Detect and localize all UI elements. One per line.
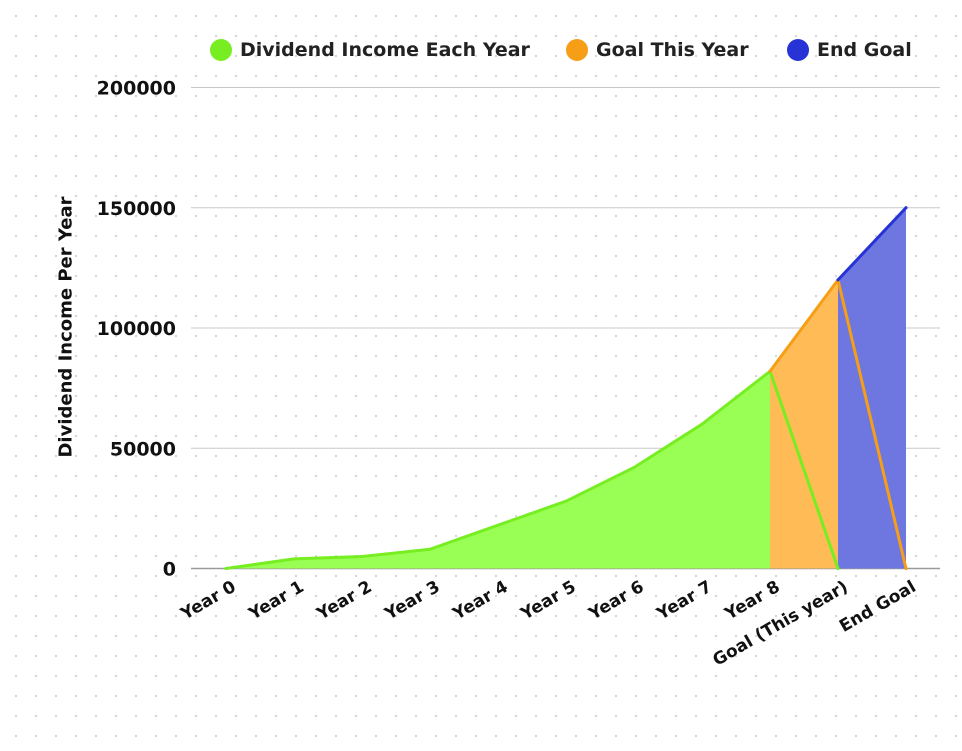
legend-label: Dividend Income Each Year bbox=[240, 39, 530, 61]
data-point-1 bbox=[904, 567, 908, 570]
x-tick-label: Year 0 bbox=[177, 577, 240, 625]
x-tick-label: Year 5 bbox=[517, 577, 580, 625]
data-point-0 bbox=[428, 547, 432, 551]
y-tick-label: 50000 bbox=[110, 438, 176, 460]
data-point-0 bbox=[700, 422, 704, 426]
y-tick-label: 0 bbox=[163, 559, 176, 581]
data-point-0 bbox=[224, 567, 228, 570]
y-tick-label: 200000 bbox=[97, 78, 176, 100]
data-point-0 bbox=[564, 499, 568, 503]
data-point-0 bbox=[360, 554, 364, 558]
data-point-0 bbox=[292, 557, 296, 561]
chart-legend: Dividend Income Each Year Goal This Year… bbox=[0, 36, 962, 64]
y-tick-label: 150000 bbox=[97, 198, 176, 220]
series-area-2 bbox=[838, 207, 906, 569]
legend-label: Goal This Year bbox=[596, 39, 749, 61]
legend-swatch-blue bbox=[787, 39, 809, 61]
legend-item-goal-this-year: Goal This Year bbox=[566, 36, 749, 64]
legend-item-end-goal: End Goal bbox=[787, 36, 912, 64]
series-line-2 bbox=[836, 206, 908, 282]
data-point-1 bbox=[768, 369, 772, 373]
legend-swatch-green bbox=[210, 39, 232, 61]
x-tick-label: Year 4 bbox=[449, 577, 512, 625]
data-point-0 bbox=[836, 567, 840, 570]
legend-swatch-orange bbox=[566, 39, 588, 61]
x-tick-label: End Goal bbox=[836, 577, 919, 637]
y-tick-label: 100000 bbox=[97, 318, 176, 340]
data-point-0 bbox=[496, 523, 500, 527]
x-tick-label: Year 3 bbox=[381, 577, 444, 625]
series-line-0 bbox=[224, 369, 840, 570]
series-area-0 bbox=[226, 371, 838, 569]
x-tick-label: Year 2 bbox=[313, 577, 376, 625]
x-tick-label: Year 6 bbox=[585, 577, 648, 625]
legend-item-dividend-income: Dividend Income Each Year bbox=[210, 36, 530, 64]
x-tick-label: Year 7 bbox=[653, 577, 716, 625]
data-point-0 bbox=[632, 465, 636, 469]
data-point-2 bbox=[904, 206, 908, 210]
x-tick-label: Year 1 bbox=[245, 577, 308, 625]
data-point-2 bbox=[836, 278, 840, 282]
legend-label: End Goal bbox=[817, 39, 912, 61]
